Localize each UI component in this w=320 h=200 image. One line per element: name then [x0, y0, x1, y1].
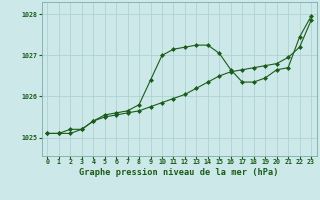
X-axis label: Graphe pression niveau de la mer (hPa): Graphe pression niveau de la mer (hPa): [79, 168, 279, 177]
